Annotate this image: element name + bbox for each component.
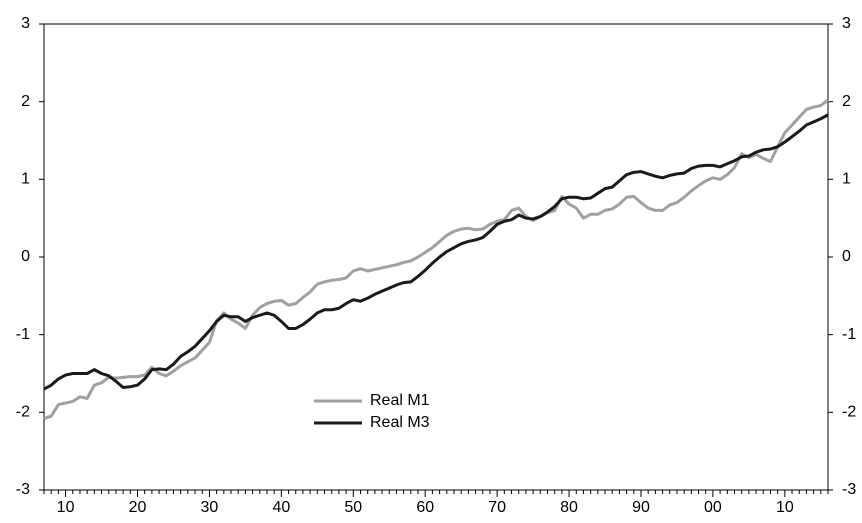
x-tick-label: 40 xyxy=(272,499,290,516)
legend-box xyxy=(304,388,474,436)
x-tick-label: 80 xyxy=(560,499,578,516)
x-tick-label: 20 xyxy=(129,499,147,516)
x-tick-label: 00 xyxy=(704,499,722,516)
y-tick-label: -3 xyxy=(16,481,30,498)
y2-tick-label: 2 xyxy=(842,93,851,110)
x-tick-label: 70 xyxy=(488,499,506,516)
legend-label: Real M3 xyxy=(370,414,430,431)
x-tick-label: 50 xyxy=(344,499,362,516)
y-tick-label: -1 xyxy=(16,326,30,343)
y-tick-label: 1 xyxy=(21,171,30,188)
y2-tick-label: 0 xyxy=(842,248,851,265)
y-tick-label: 3 xyxy=(21,15,30,32)
line-series xyxy=(43,98,829,420)
x-tick-label: 10 xyxy=(57,499,75,516)
y-tick-label: -2 xyxy=(16,404,30,421)
x-tick-label: 30 xyxy=(201,499,219,516)
line-series xyxy=(43,113,829,391)
y2-tick-label: -3 xyxy=(842,481,856,498)
legend-label: Real M1 xyxy=(370,392,430,409)
x-tick-label: 60 xyxy=(416,499,434,516)
y2-tick-label: 1 xyxy=(842,171,851,188)
y2-tick-label: 3 xyxy=(842,15,851,32)
y2-tick-label: -2 xyxy=(842,404,856,421)
y-tick-label: 0 xyxy=(21,248,30,265)
x-tick-label: 10 xyxy=(776,499,794,516)
y-tick-label: 2 xyxy=(21,93,30,110)
y2-tick-label: -1 xyxy=(842,326,856,343)
x-tick-label: 90 xyxy=(632,499,650,516)
